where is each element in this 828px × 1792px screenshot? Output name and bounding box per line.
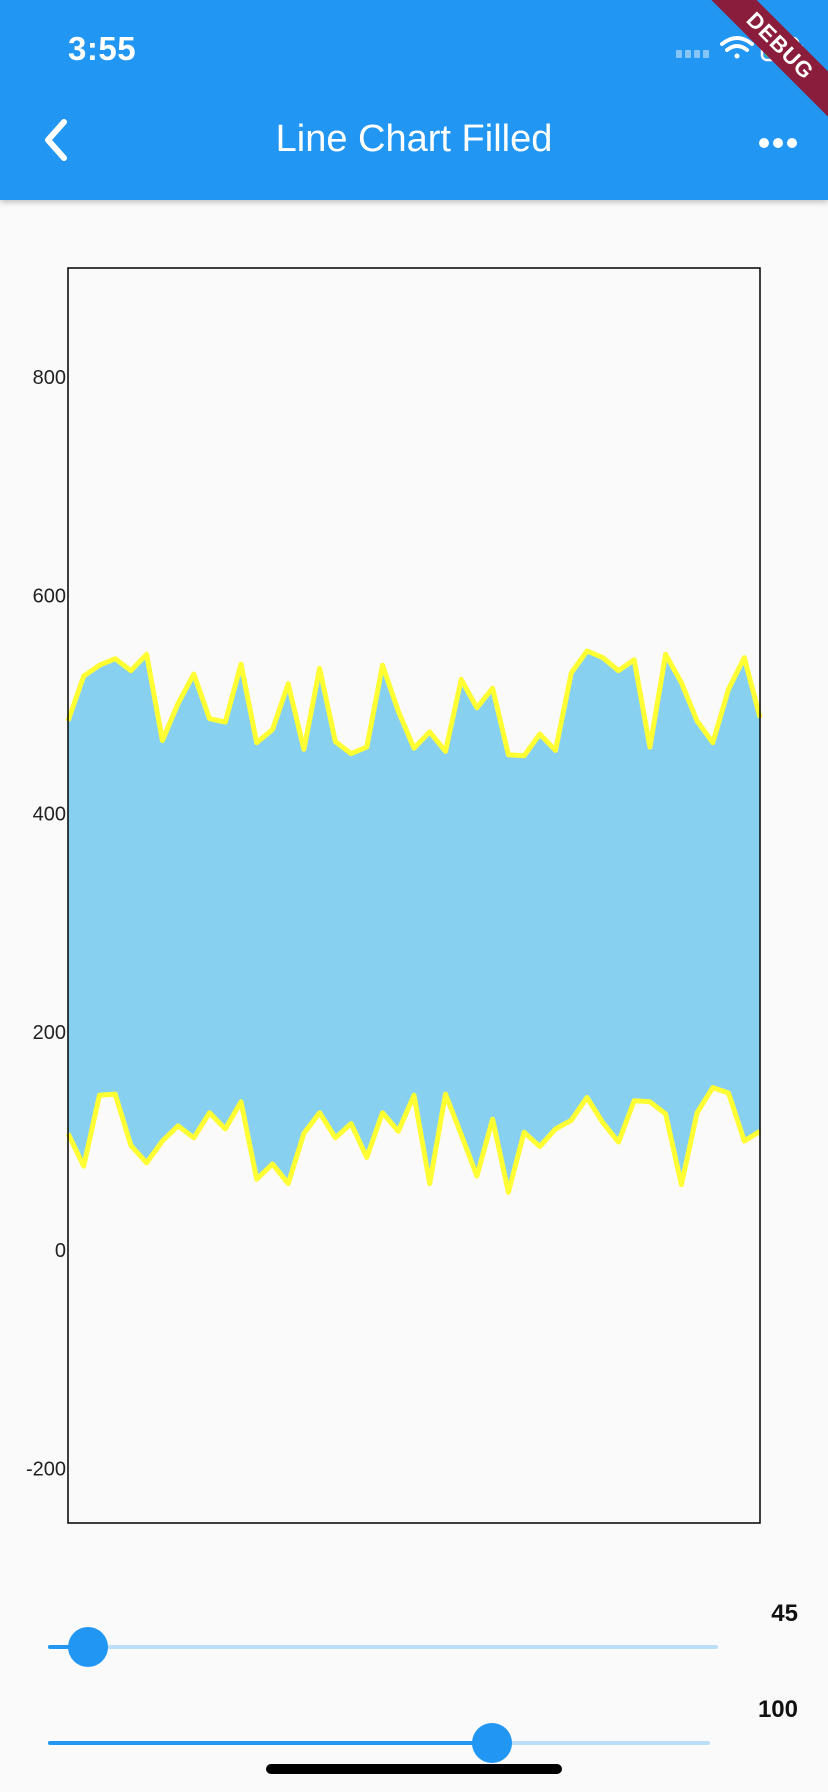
slider-2-active-track (48, 1741, 492, 1745)
slider-2-thumb[interactable] (471, 1723, 512, 1763)
chart-frame (67, 267, 761, 1524)
lower-series-line (65, 1085, 762, 1195)
wifi-icon (720, 36, 754, 59)
filled-area (68, 651, 760, 1193)
more-button[interactable] (750, 118, 806, 168)
slider-2[interactable] (48, 1721, 710, 1765)
line-chart-filled: 800 600 400 200 0 -200 (0, 260, 828, 1530)
y-tick-label: 600 (33, 585, 66, 607)
more-horizontal-icon (759, 138, 797, 148)
y-tick-label: 0 (55, 1240, 66, 1262)
y-tick-label: 400 (33, 804, 66, 826)
upper-series-line (65, 648, 763, 759)
home-indicator (266, 1764, 562, 1774)
app-bar: 3:55 DEBUG Line Chart Filled (0, 0, 828, 200)
chart-svg: 800 600 400 200 0 -200 (26, 267, 763, 1524)
y-tick-label: 800 (33, 367, 66, 389)
slider-1-value: 45 (771, 1600, 798, 1627)
y-tick-label: 200 (33, 1022, 66, 1044)
back-button[interactable] (30, 112, 86, 168)
slider-1-active-track (48, 1645, 89, 1649)
signal-icon (676, 50, 709, 58)
status-time: 3:55 (68, 30, 137, 67)
y-tick-label: -200 (26, 1458, 66, 1480)
chevron-left-icon (45, 119, 67, 161)
slider-1-thumb[interactable] (68, 1627, 109, 1667)
slider-1-track (48, 1645, 718, 1649)
slider-1[interactable] (48, 1625, 718, 1669)
slider-2-value: 100 (757, 1696, 798, 1723)
page-title: Line Chart Filled (275, 118, 553, 160)
